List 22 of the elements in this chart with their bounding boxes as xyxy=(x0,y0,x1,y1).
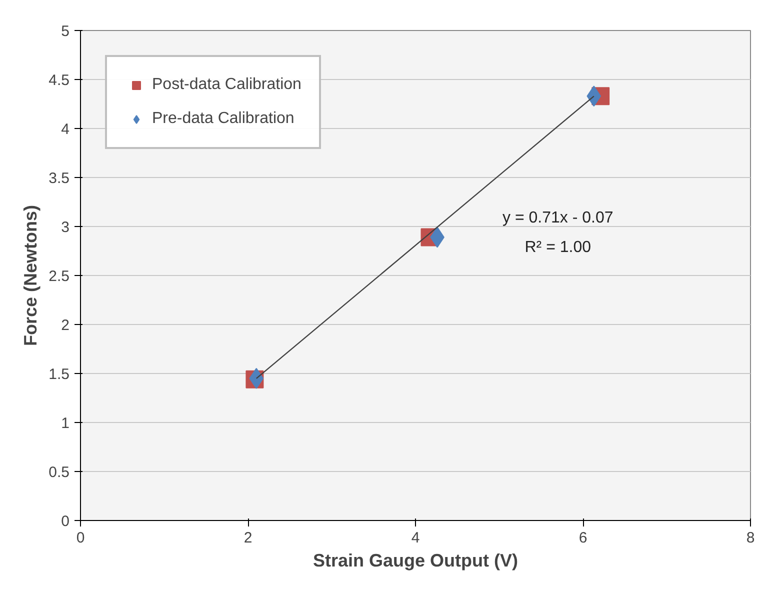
y-tick-label: 0 xyxy=(61,513,70,530)
y-tick-label: 3 xyxy=(61,219,70,236)
x-tick-label: 8 xyxy=(746,530,755,546)
annotation: R² = 1.00 xyxy=(524,238,592,256)
y-tick-label: 1 xyxy=(61,415,70,432)
y-tick-label: 4 xyxy=(61,121,70,138)
y-tick-label: 2 xyxy=(61,317,70,334)
y-tick-label: 1.5 xyxy=(48,366,70,383)
x-tick-label: 0 xyxy=(76,530,85,546)
y-tick-label: 0.5 xyxy=(48,464,70,481)
legend-label: Pre-data Calibration xyxy=(152,110,294,128)
legend-label: Post-data Calibration xyxy=(152,76,302,94)
y-axis-title: Force (Newtons) xyxy=(20,204,41,346)
y-tick-label: 3.5 xyxy=(48,170,70,187)
x-tick-label: 6 xyxy=(578,530,588,546)
y-tick-label: 5 xyxy=(61,23,70,40)
x-tick-label: 2 xyxy=(244,530,252,546)
x-axis-title: Strain Gauge Output (V) xyxy=(313,550,518,570)
x-tick-label: 4 xyxy=(411,530,420,546)
y-tick-label: 2.5 xyxy=(48,268,70,285)
annotation: y = 0.71x - 0.07 xyxy=(502,210,614,226)
y-tick-label: 4.5 xyxy=(48,72,70,89)
